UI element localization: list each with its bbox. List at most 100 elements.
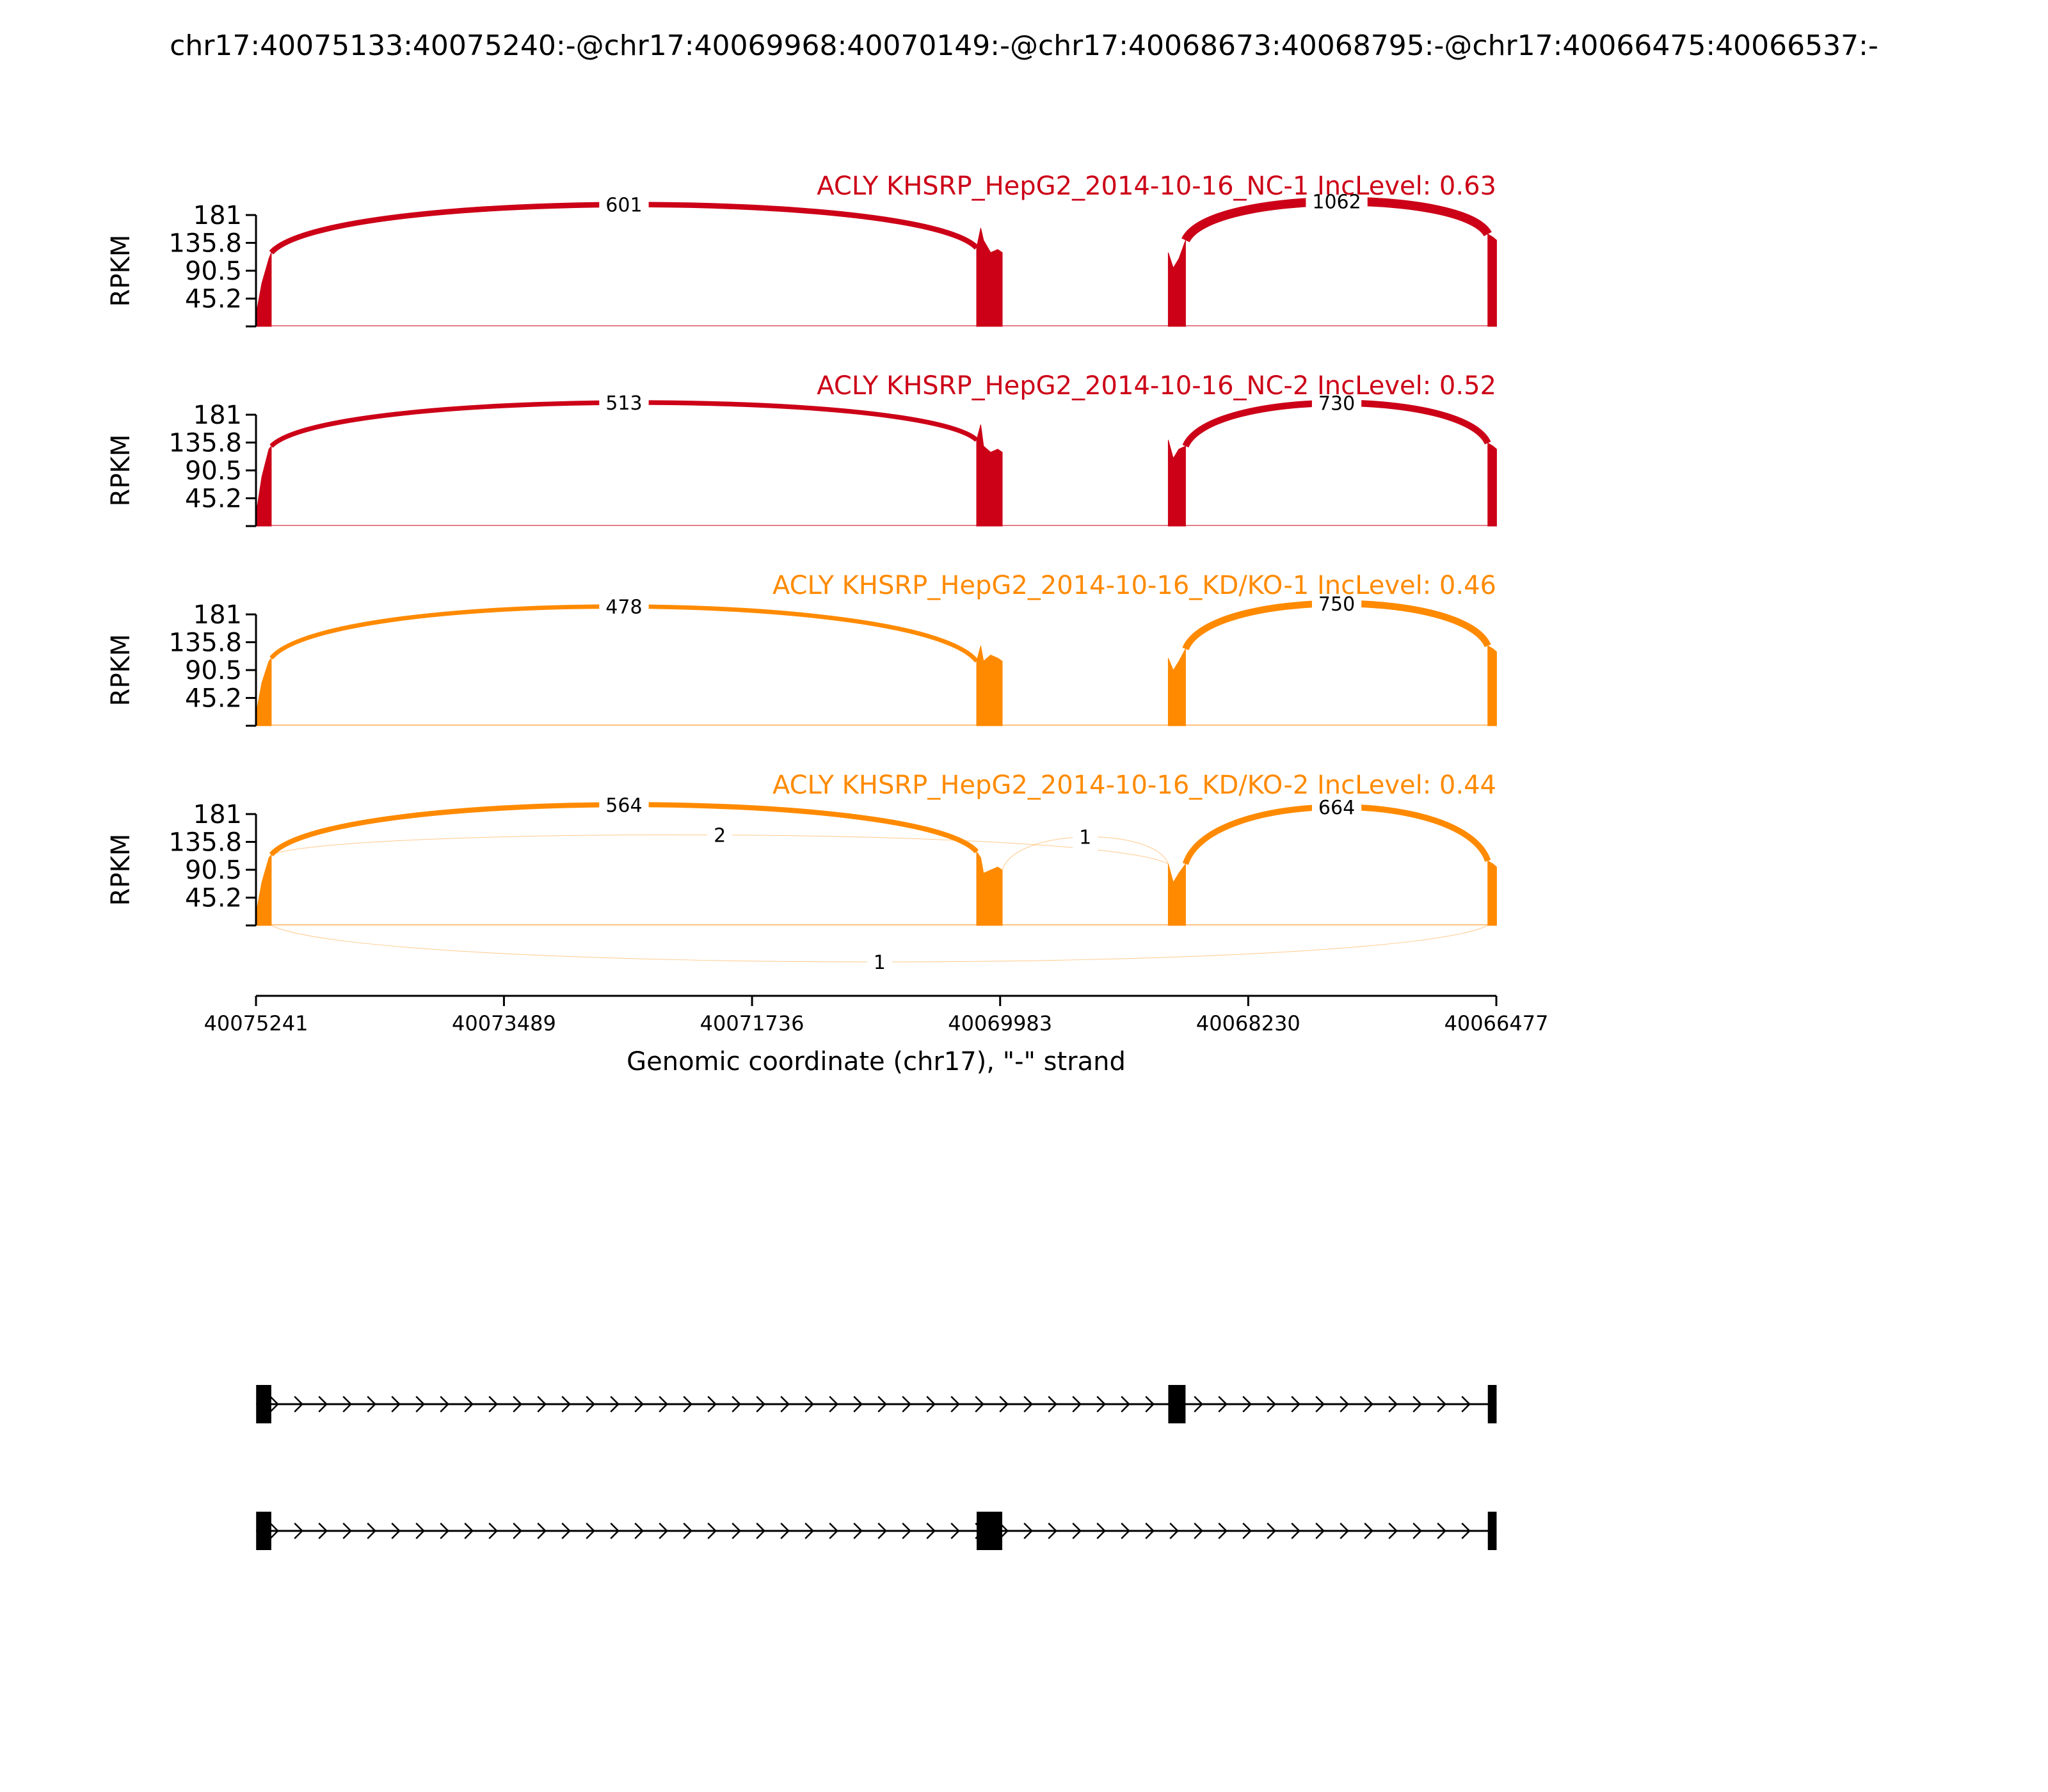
junction-label-bg xyxy=(1306,189,1368,215)
strand-arrow xyxy=(804,1523,814,1539)
strand-arrow xyxy=(1072,1396,1082,1412)
strand-arrow xyxy=(537,1396,547,1412)
strand-arrow xyxy=(950,1396,960,1412)
coverage-exon-3 xyxy=(1167,240,1186,327)
strand-arrow xyxy=(561,1396,571,1412)
y-tick-label: 135.8 xyxy=(168,428,242,458)
junction-label-bg xyxy=(707,823,733,849)
strand-arrow xyxy=(950,1523,960,1539)
strand-arrow xyxy=(318,1523,328,1539)
strand-arrow xyxy=(269,1523,279,1539)
x-axis: 40075241 40073489 40071736 40069983 40068230… xyxy=(204,995,1549,1076)
strand-arrow xyxy=(586,1396,595,1412)
y-axis-label: RPKM xyxy=(106,634,136,707)
strand-arrow xyxy=(659,1523,668,1539)
x-axis-label: Genomic coordinate (chr17), "-" strand xyxy=(627,1047,1126,1076)
track-title: ACLY KHSRP_HepG2_2014-10-16_NC-2 IncLeve… xyxy=(817,371,1496,401)
strand-arrow xyxy=(1096,1396,1106,1412)
strand-arrow xyxy=(877,1396,887,1412)
strand-arrow xyxy=(732,1396,741,1412)
coverage-exon-3 xyxy=(1167,863,1186,926)
strand-arrow xyxy=(415,1396,425,1412)
strand-arrow xyxy=(1121,1523,1130,1539)
strand-arrow xyxy=(1340,1396,1349,1412)
strand-arrow xyxy=(391,1396,401,1412)
figure-title: chr17:40075133:40075240:-@chr17:40069968… xyxy=(170,29,1878,62)
junction-label-bg xyxy=(599,391,649,417)
junction-label-bg xyxy=(1311,391,1362,417)
strand-arrow xyxy=(586,1523,595,1539)
strand-arrow xyxy=(464,1523,474,1539)
y-tick-label: 45.2 xyxy=(185,484,242,514)
y-tick-label: 90.5 xyxy=(185,257,242,286)
strand-arrow xyxy=(829,1396,838,1412)
x-tick-label: 40071736 xyxy=(700,1011,804,1036)
strand-arrow xyxy=(367,1523,376,1539)
strand-arrow xyxy=(1048,1523,1057,1539)
x-tick-label: 40066477 xyxy=(1444,1011,1549,1036)
exon-block-1 xyxy=(256,1512,271,1550)
strand-arrow xyxy=(999,1396,1009,1412)
x-tick-label: 40073489 xyxy=(452,1011,556,1036)
junction-count-label: 664 xyxy=(1318,797,1355,819)
junction-count-label: 601 xyxy=(605,195,642,217)
y-tick-label: 181 xyxy=(193,201,242,230)
strand-arrow xyxy=(683,1396,692,1412)
coverage-exon-4 xyxy=(1487,233,1497,327)
strand-arrow xyxy=(513,1396,522,1412)
y-tick-label: 181 xyxy=(193,401,242,430)
strand-arrow xyxy=(488,1523,498,1539)
strand-arrow xyxy=(1412,1523,1422,1539)
strand-arrow xyxy=(634,1396,644,1412)
strand-arrow xyxy=(342,1396,352,1412)
junction-label-bg xyxy=(599,595,649,620)
strand-arrow xyxy=(294,1396,303,1412)
coverage-exon-4 xyxy=(1487,442,1497,527)
strand-arrow xyxy=(853,1396,863,1412)
junction-label-bg xyxy=(1311,795,1362,820)
coverage-exon-3 xyxy=(1167,440,1186,527)
strand-arrow xyxy=(391,1523,401,1539)
strand-arrow xyxy=(683,1523,692,1539)
track-title: ACLY KHSRP_HepG2_2014-10-16_KD/KO-1 IncL… xyxy=(772,571,1496,600)
junction-label-bg xyxy=(1073,825,1098,851)
strand-arrow xyxy=(1340,1523,1349,1539)
junction-label-bg xyxy=(599,193,649,218)
strand-arrow xyxy=(780,1396,790,1412)
track-4: 564 2 1 664 1 ACLY KHSRP_HepG2_2014-10-16_KD/… xyxy=(106,771,1497,975)
y-tick-label: 135.8 xyxy=(168,228,242,258)
strand-arrow xyxy=(756,1396,765,1412)
coverage-exon-4 xyxy=(1487,645,1497,726)
junction-label-bg xyxy=(867,950,892,975)
x-tick-label: 40068230 xyxy=(1196,1011,1300,1036)
transcript-2 xyxy=(256,1512,1497,1550)
strand-arrow xyxy=(440,1396,449,1412)
strand-arrow xyxy=(804,1396,814,1412)
junction-label-bg xyxy=(599,793,649,819)
coverage-exon-3 xyxy=(1167,648,1186,726)
strand-arrow xyxy=(1242,1523,1252,1539)
strand-arrow xyxy=(1145,1396,1155,1412)
coverage-exon-2 xyxy=(976,850,1003,926)
coverage-exon-1 xyxy=(255,252,272,327)
strand-arrow xyxy=(1169,1523,1179,1539)
junction-count-label: 2 xyxy=(714,825,726,847)
strand-arrow xyxy=(1242,1396,1252,1412)
y-tick-label: 90.5 xyxy=(185,656,242,685)
x-tick-label: 40069983 xyxy=(948,1011,1052,1036)
strand-arrow xyxy=(1194,1523,1203,1539)
exon-block-2 xyxy=(1168,1385,1186,1423)
strand-arrow xyxy=(707,1523,717,1539)
strand-arrow xyxy=(707,1396,717,1412)
strand-arrow xyxy=(294,1523,303,1539)
junction-count-label: 750 xyxy=(1318,593,1355,616)
strand-arrow xyxy=(902,1523,911,1539)
strand-arrow xyxy=(1121,1396,1130,1412)
strand-arrow xyxy=(1412,1396,1422,1412)
strand-arrow xyxy=(1072,1523,1082,1539)
coverage-exon-1 xyxy=(255,657,272,726)
junction-count-label: 564 xyxy=(605,794,642,817)
exon-block-2 xyxy=(977,1512,1003,1550)
